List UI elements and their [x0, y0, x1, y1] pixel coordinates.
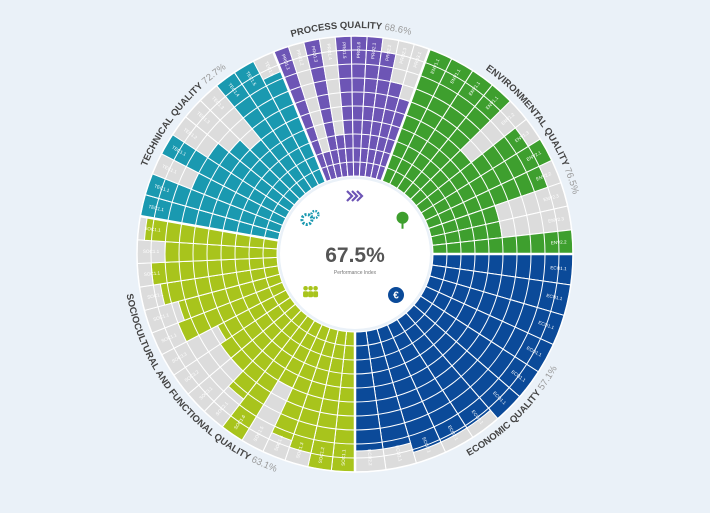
category-divider: [140, 214, 279, 242]
category-divider: [380, 48, 431, 182]
gears-icon: [300, 209, 320, 226]
euro-icon: €: [388, 287, 405, 304]
criteria-segments: [136, 35, 574, 473]
criterion-label: ECO2.2: [367, 449, 373, 466]
criterion-label: SOC1.1: [144, 270, 161, 277]
criterion-label: PRO2.2: [385, 44, 393, 61]
criterion-label: SOC1.1: [147, 291, 164, 299]
chevrons-icon: [346, 190, 364, 202]
grid-rings: [136, 35, 574, 473]
svg-text:€: €: [393, 291, 399, 302]
criterion-label: PRO1.4: [326, 43, 333, 60]
criterion-label: TEC1.1: [161, 164, 178, 175]
criterion-label: SOC1.1: [152, 312, 170, 322]
criterion-label: PRO2.1: [370, 42, 377, 59]
criterion-label: ENV2.3: [543, 193, 560, 202]
criterion-label: PRO1.3: [311, 46, 319, 63]
criterion-label: ECO2.1: [394, 445, 402, 462]
criterion-label: PRO1.2: [295, 49, 304, 67]
performance-index-value: 67.5%: [325, 244, 385, 267]
criterion-label: SOC1.1: [161, 332, 178, 343]
criterion-label: ECO1.1: [550, 265, 567, 271]
criterion-label: SOC1.1: [144, 226, 161, 233]
people-icon: [303, 285, 319, 298]
criterion-label: PRO1.5: [341, 42, 347, 59]
category-icons: €: [300, 190, 409, 304]
criterion-label: ENV1.1: [430, 58, 441, 75]
criterion-label: ENV2.2: [535, 171, 552, 182]
criterion-label: ENV2.2: [551, 239, 568, 245]
criterion-label: SOC1.2: [318, 446, 326, 463]
criterion-label: SOC1.1: [341, 449, 347, 466]
criterion-label: SOC1.1: [143, 249, 160, 254]
chart-center: 67.5% Performance Index: [280, 179, 430, 329]
criterion-label: PRO3.1: [413, 51, 423, 69]
criterion-label: ENV2.3: [548, 216, 565, 224]
criterion-label: TEC1.6: [264, 61, 275, 78]
criterion-label: SOC1.3: [295, 441, 304, 459]
criterion-label: PRO2.3: [399, 47, 408, 64]
performance-index-label: Performance Index: [334, 270, 377, 276]
criterion-label: PRO1.6: [356, 41, 361, 58]
category-divider: [272, 51, 327, 183]
criterion-label: ECO1.1: [546, 293, 563, 301]
criterion-label: TEC1.1: [148, 204, 165, 212]
criterion-label: PRO1.1: [281, 54, 291, 71]
criterion-label: ECO1.1: [538, 320, 555, 331]
criterion-label: TEC1.1: [154, 183, 171, 193]
criterion-label: ECO2.1: [421, 437, 432, 454]
criterion-label: SOC1.4: [273, 434, 284, 451]
tree-icon: [396, 211, 409, 229]
